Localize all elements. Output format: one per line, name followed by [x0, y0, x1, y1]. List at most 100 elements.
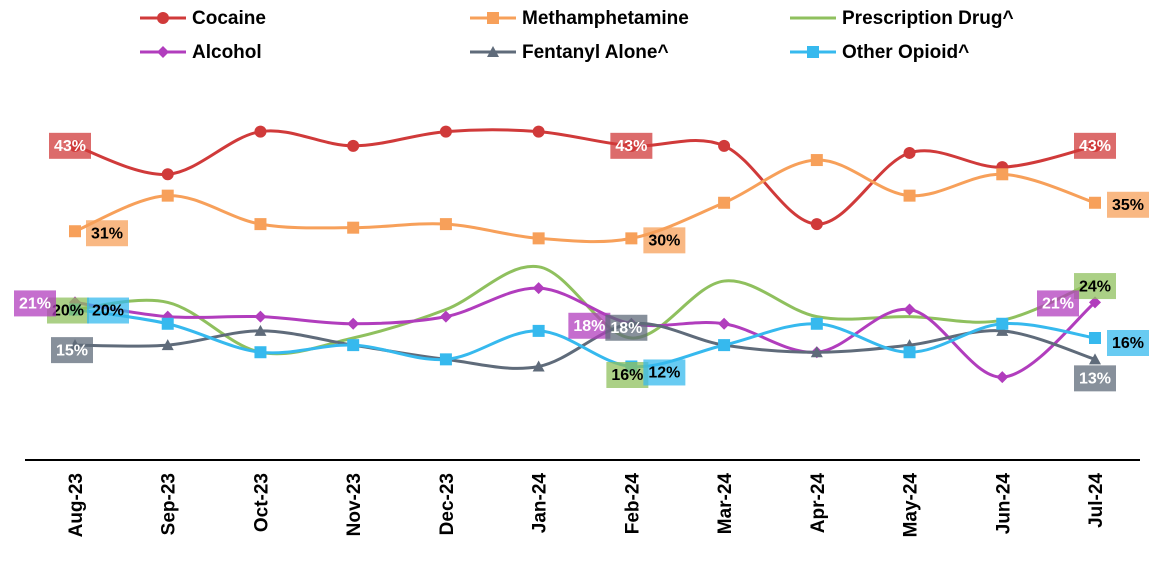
point-marker	[254, 218, 267, 231]
point-marker	[996, 317, 1009, 330]
point-marker	[347, 221, 360, 234]
series-line	[74, 158, 1096, 244]
point-marker	[903, 346, 916, 359]
legend-label: Prescription Drug^	[842, 8, 1014, 29]
series-line	[74, 128, 1096, 226]
point-marker	[625, 232, 638, 245]
data-label-box	[86, 220, 128, 247]
x-tick-label: Dec-23	[437, 473, 458, 535]
series-line	[74, 264, 1096, 356]
point-marker	[1089, 332, 1101, 344]
data-label-box	[1074, 365, 1116, 392]
data-label: 16%	[611, 367, 643, 384]
x-tick-label: Sep-23	[159, 473, 180, 535]
data-label-box	[610, 132, 653, 159]
point-marker	[161, 168, 174, 181]
point-marker	[996, 371, 1009, 384]
legend-label: Methamphetamine	[522, 8, 689, 29]
legend-label: Cocaine	[192, 8, 266, 29]
data-label-box	[605, 314, 648, 341]
point-marker	[1089, 296, 1101, 309]
point-marker	[718, 339, 731, 352]
point-marker	[810, 346, 823, 358]
data-label: 21%	[19, 296, 51, 313]
data-label: 20%	[52, 303, 84, 320]
data-label-box	[568, 312, 611, 339]
x-tick-label: Nov-23	[344, 473, 365, 536]
data-label: 35%	[1112, 197, 1144, 214]
x-tick-label: Feb-24	[622, 473, 643, 535]
x-tick-label: Mar-24	[715, 473, 736, 535]
data-label: 20%	[92, 303, 124, 320]
legend-label: Alcohol	[192, 42, 262, 63]
point-marker	[254, 346, 267, 359]
point-marker	[69, 225, 81, 238]
point-marker	[810, 154, 823, 167]
point-marker	[161, 317, 174, 330]
data-label-box	[49, 132, 91, 159]
point-marker	[532, 232, 545, 245]
point-marker	[254, 125, 267, 138]
legend-marker	[157, 12, 169, 24]
x-tick-label: Oct-23	[251, 473, 272, 532]
data-label-box	[1037, 290, 1079, 317]
data-label-box	[643, 359, 686, 386]
point-marker	[718, 139, 731, 152]
x-tick-label: Apr-24	[808, 473, 829, 534]
data-label: 15%	[56, 342, 88, 359]
data-label-box	[643, 227, 686, 254]
point-marker	[347, 317, 360, 330]
point-marker	[254, 310, 267, 323]
legend-marker	[807, 46, 819, 58]
data-label: 30%	[648, 233, 680, 250]
point-marker	[439, 218, 452, 231]
x-tick-label: Jan-24	[530, 473, 551, 534]
data-label-box	[51, 337, 93, 364]
x-tick-label: Jun-24	[993, 473, 1014, 535]
data-label-box	[1074, 132, 1116, 159]
series-line	[74, 321, 1096, 370]
point-marker	[439, 353, 452, 366]
data-label-box	[1107, 191, 1149, 218]
data-label: 21%	[1042, 296, 1074, 313]
legend-marker	[487, 12, 499, 24]
data-label: 18%	[573, 318, 605, 335]
point-marker	[161, 189, 174, 202]
point-marker	[903, 189, 916, 202]
legend-label: Fentanyl Alone^	[522, 42, 669, 63]
point-marker	[532, 360, 545, 372]
point-marker	[1089, 196, 1101, 209]
data-label: 18%	[610, 320, 642, 337]
point-marker	[718, 317, 731, 330]
point-marker	[810, 218, 823, 231]
point-marker	[1089, 353, 1101, 365]
legend-marker	[157, 46, 169, 58]
point-marker	[903, 146, 916, 159]
point-marker	[810, 317, 823, 330]
point-marker	[996, 168, 1009, 181]
data-label-box	[606, 362, 649, 388]
data-label-box	[1107, 330, 1149, 356]
point-marker	[532, 282, 545, 295]
data-label-box	[87, 297, 129, 324]
data-label: 13%	[1079, 371, 1111, 388]
legend-label: Other Opioid^	[842, 42, 969, 63]
point-marker	[347, 139, 360, 152]
legend-marker	[487, 46, 499, 57]
x-tick-label: Aug-23	[66, 473, 87, 537]
point-marker	[254, 324, 267, 336]
data-label-box	[14, 290, 56, 317]
data-label: 43%	[54, 138, 86, 155]
point-marker	[903, 303, 916, 316]
point-marker	[532, 324, 545, 337]
data-label: 43%	[615, 138, 647, 155]
data-label: 12%	[648, 365, 680, 382]
x-tick-label: Jul-24	[1086, 473, 1107, 528]
point-marker	[161, 339, 174, 351]
point-marker	[718, 196, 731, 209]
data-label: 16%	[1112, 335, 1144, 352]
data-label: 43%	[1079, 138, 1111, 155]
data-label: 31%	[91, 225, 123, 242]
point-marker	[439, 310, 452, 323]
